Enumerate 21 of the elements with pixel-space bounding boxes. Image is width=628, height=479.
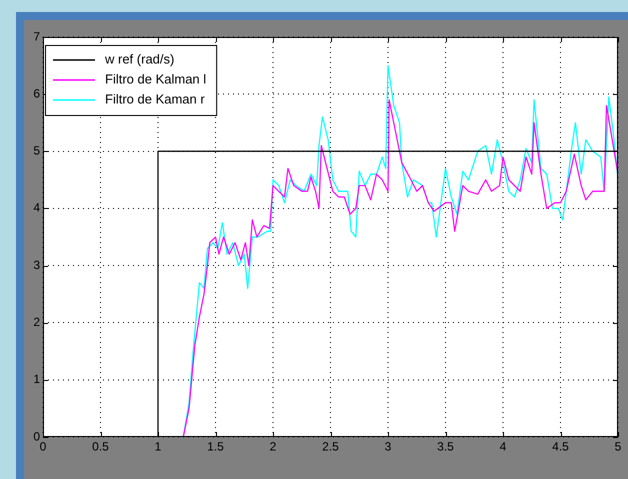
x-tick-label: 2.5 bbox=[322, 440, 340, 454]
x-tick-label: 0.5 bbox=[92, 440, 110, 454]
legend-label: Filtro de Kaman r bbox=[105, 92, 206, 107]
x-tick-label: 2 bbox=[270, 440, 277, 454]
y-tick-label: 4 bbox=[33, 200, 40, 215]
x-tick-label: 5 bbox=[614, 440, 622, 454]
y-tick-label: 7 bbox=[33, 29, 40, 44]
x-tick-label: 1 bbox=[154, 440, 162, 454]
x-tick-label: 4.5 bbox=[552, 440, 570, 454]
legend-label: w ref (rad/s) bbox=[104, 52, 174, 67]
y-tick-label: 6 bbox=[33, 86, 40, 100]
x-tick-label: 3 bbox=[384, 440, 392, 454]
y-tick-label: 0 bbox=[33, 429, 40, 444]
x-tick-label: 1.5 bbox=[207, 440, 224, 454]
y-tick-label: 3 bbox=[33, 258, 40, 272]
x-tick-label: 4 bbox=[500, 440, 507, 454]
x-tick-label: 3.5 bbox=[437, 440, 454, 454]
y-tick-label: 5 bbox=[33, 144, 40, 158]
y-tick-label: 2 bbox=[33, 315, 40, 330]
legend-label: Filtro de Kalman l bbox=[105, 72, 206, 87]
y-tick-label: 1 bbox=[33, 372, 40, 386]
